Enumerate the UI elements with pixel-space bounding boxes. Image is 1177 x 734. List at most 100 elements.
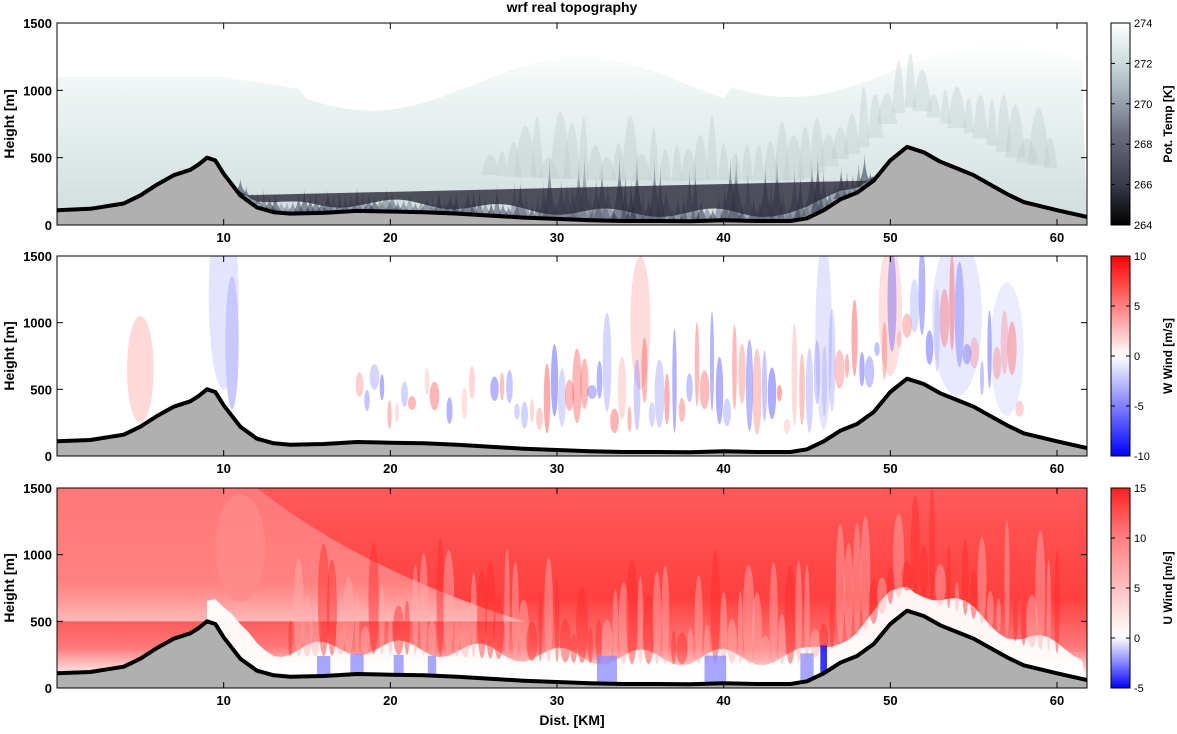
u-wind-reverse-flow	[317, 656, 331, 676]
w-wind-streak	[859, 352, 865, 387]
w-wind-streak	[461, 387, 468, 420]
w-wind-streak	[851, 299, 858, 377]
w-wind-streak	[962, 344, 972, 365]
pot-temp-wave	[741, 144, 753, 181]
y-axis-label: Height [m]	[1, 89, 17, 158]
x-tick-label: 10	[216, 693, 230, 708]
u-wind-streak	[554, 580, 560, 662]
u-wind-streak	[977, 537, 987, 624]
pot-temp-wave	[940, 89, 951, 124]
w-wind-streak	[355, 372, 364, 397]
pot-temp-wave	[818, 134, 839, 167]
u-wind-streak	[769, 562, 778, 664]
y-tick-label: 0	[45, 681, 52, 696]
colorbar-tick-label: 10	[1134, 533, 1146, 545]
pot-temp-wave	[718, 143, 730, 180]
w-wind-streak	[887, 256, 897, 352]
colorbar-tick-label: -5	[1134, 401, 1144, 413]
w-wind-streak	[776, 384, 783, 402]
colorbar-tick-label: 270	[1134, 99, 1152, 111]
u-wind-streak	[795, 561, 803, 663]
w-wind-streak	[580, 358, 589, 409]
u-wind-streak	[869, 579, 879, 624]
w-wind-streak	[446, 397, 453, 425]
u-wind-streak	[511, 562, 519, 661]
plot-frame	[56, 255, 1088, 457]
u-wind-streak	[485, 559, 496, 659]
y-tick-label: 1000	[23, 316, 52, 331]
x-tick-label: 30	[550, 461, 564, 476]
pot-temp-wave	[538, 157, 560, 179]
u-wind-streak	[470, 572, 477, 658]
u-wind-streak	[518, 599, 529, 661]
w-wind-streak	[401, 381, 408, 407]
w-wind-streak	[506, 369, 513, 403]
w-wind-streak	[745, 339, 754, 432]
u-wind-reverse-flow	[800, 653, 814, 682]
pot-temp-wave	[972, 94, 989, 139]
w-wind-streak	[732, 324, 737, 410]
pot-temp-wave	[995, 94, 1012, 152]
pot-temp-wave	[659, 148, 672, 181]
colorbar-tick-label: 0	[1134, 351, 1140, 363]
u-wind-streak	[288, 620, 293, 657]
w-wind-streak	[881, 321, 888, 380]
u-wind-streak	[317, 543, 330, 656]
u-wind-streak	[428, 619, 436, 656]
w-wind-streak	[1007, 321, 1017, 375]
pot-temp-wave	[671, 145, 683, 181]
u-wind-streak	[1004, 520, 1010, 638]
w-wind-streak	[672, 328, 677, 433]
colorbar-tick-label: 5	[1134, 301, 1140, 313]
u-wind-streak	[504, 548, 510, 660]
w-wind-streak	[844, 353, 850, 379]
u-wind-reverse-flow	[427, 655, 437, 676]
w-wind-streak	[723, 398, 731, 427]
plot-frame	[56, 22, 1088, 226]
u-wind-streak	[576, 587, 588, 663]
y-tick-label: 500	[30, 614, 52, 629]
pot-temp-wave	[729, 153, 742, 181]
u-wind-streak	[612, 589, 619, 664]
w-wind-panel: 0 500 1000 1500 10 20 30 40 50 60 Height [m] -10 -5 0…	[1, 249, 1175, 476]
w-wind-streak	[813, 340, 821, 405]
pot-temp-wave	[926, 94, 942, 118]
u-wind-streak	[919, 545, 928, 597]
w-wind-streak	[535, 407, 544, 430]
u-wind-streak	[310, 605, 321, 657]
pot-temp-wave	[1027, 107, 1050, 166]
pot-temp-plume	[479, 196, 492, 216]
u-wind-streak	[354, 593, 360, 654]
pot-temp-wave	[1005, 104, 1026, 158]
u-wind-streak	[595, 619, 602, 664]
u-wind-streak	[720, 591, 728, 664]
w-wind-streak	[799, 354, 805, 426]
colorbar-tick-label: -5	[1134, 683, 1144, 695]
u-wind-streak	[661, 566, 670, 665]
w-wind-streak	[791, 324, 798, 427]
pot-temp-wave	[831, 126, 850, 160]
u-wind-streak	[844, 542, 854, 640]
w-wind-streak	[572, 348, 582, 424]
pot-temp-wave	[549, 111, 571, 179]
w-wind-streak	[424, 368, 430, 395]
y-tick-label: 500	[30, 151, 52, 166]
y-tick-label: 1500	[23, 481, 52, 496]
w-wind-streak	[918, 256, 926, 336]
u-wind-streak	[727, 618, 737, 664]
u-wind-streak	[671, 630, 677, 665]
w-wind-streak	[954, 261, 965, 368]
u-wind-streak	[954, 581, 960, 612]
u-wind-streak	[810, 629, 821, 658]
x-tick-label: 30	[550, 693, 564, 708]
plot-area	[57, 23, 1087, 225]
w-wind-streak	[633, 359, 641, 431]
w-wind-blob	[126, 316, 154, 423]
w-wind-streak	[564, 379, 575, 411]
pot-temp-wave	[706, 115, 718, 181]
pot-temp-wave	[963, 97, 974, 133]
terrain-fill	[57, 146, 1087, 225]
x-tick-label: 50	[883, 461, 897, 476]
pot-temp-wave	[481, 154, 500, 176]
